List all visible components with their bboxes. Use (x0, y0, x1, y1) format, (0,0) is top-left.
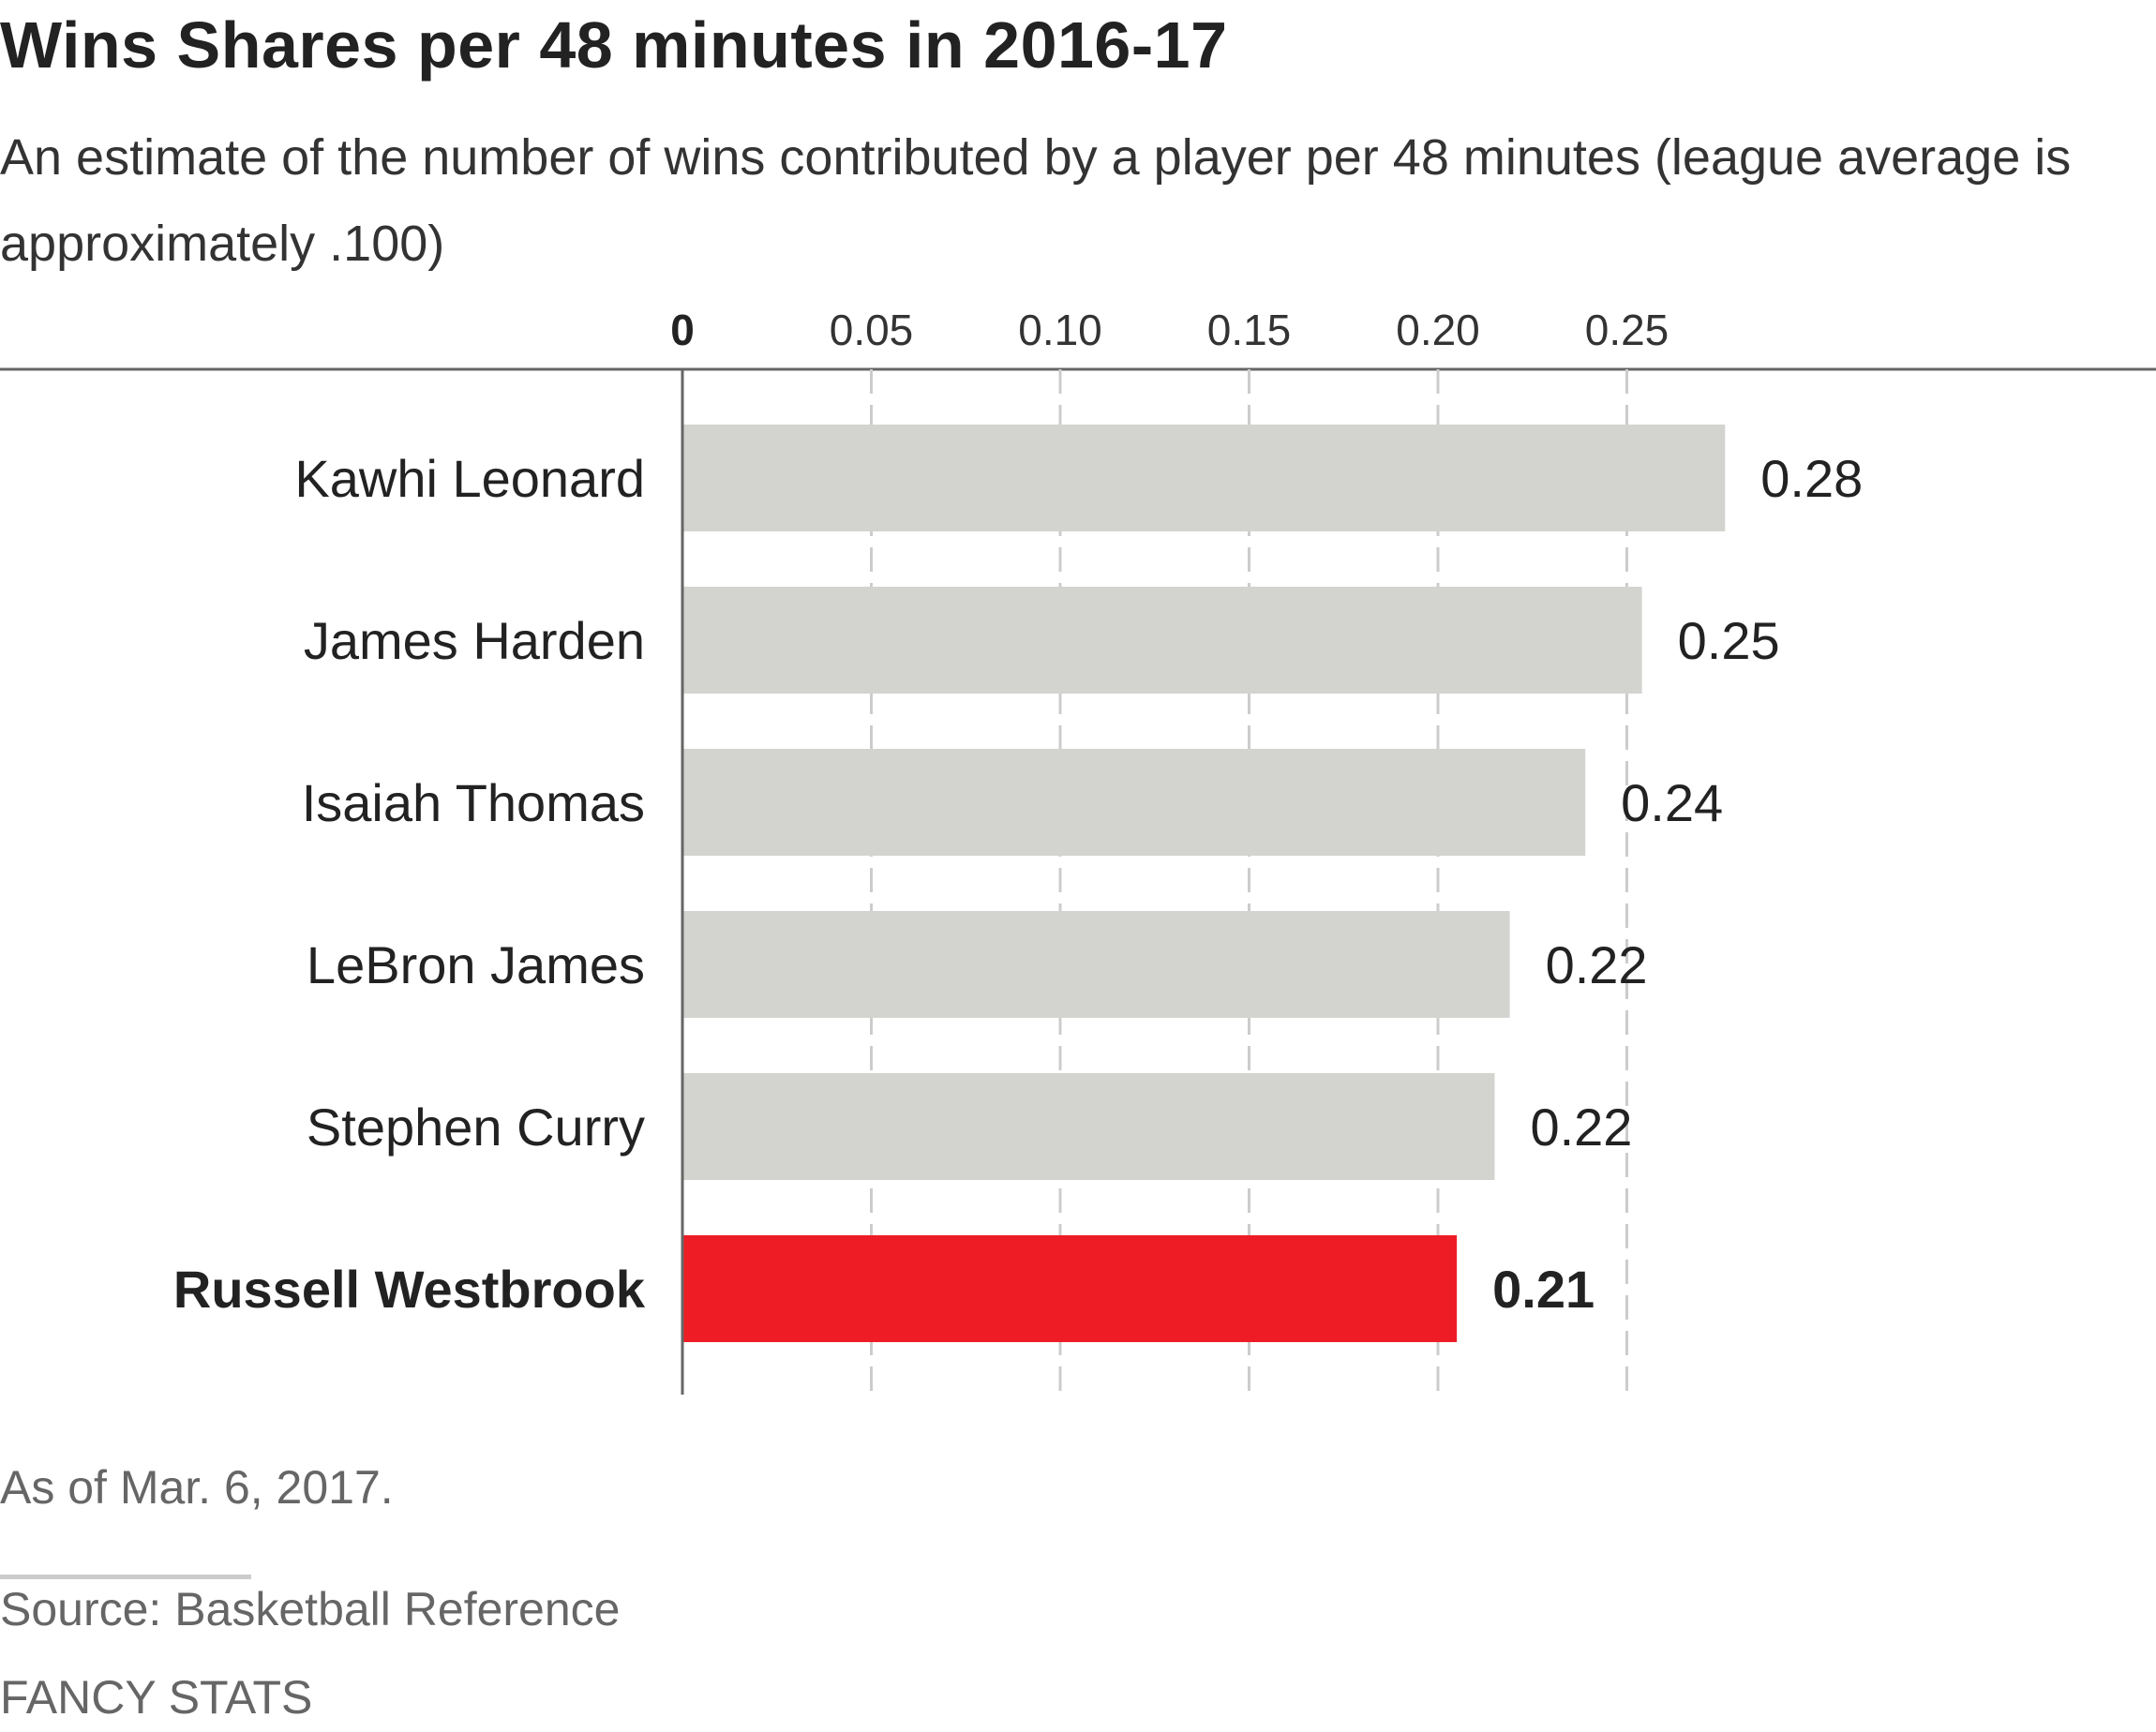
category-label: Russell Westbrook (173, 1260, 646, 1319)
bar (682, 1235, 1458, 1342)
bar (682, 749, 1586, 856)
x-tick-label: 0.10 (1018, 306, 1102, 354)
bar (682, 911, 1510, 1018)
bar (682, 425, 1726, 531)
x-tick-label: 0.20 (1396, 306, 1480, 354)
data-label: 0.25 (1678, 611, 1780, 670)
bar-chart: 0 0.05 0.10 0.15 0.20 0.25 Kawhi Leonard 0.28 Ja… (0, 306, 2156, 1395)
date-note: As of Mar. 6, 2017. (0, 1461, 394, 1514)
category-label: Kawhi Leonard (294, 449, 645, 508)
x-tick-label: 0.05 (830, 306, 914, 354)
data-label: 0.22 (1530, 1097, 1632, 1157)
section-label: FANCY STATS (0, 1671, 313, 1724)
x-tick-label: 0.25 (1585, 306, 1669, 354)
category-label: LeBron James (307, 935, 645, 994)
footer-divider (0, 1575, 251, 1579)
source-credit: Source: Basketball Reference (0, 1583, 621, 1635)
data-label: 0.24 (1621, 773, 1723, 832)
bar (682, 587, 1642, 694)
x-tick-label: 0.15 (1207, 306, 1292, 354)
data-label: 0.28 (1760, 449, 1863, 508)
chart-subtitle: An estimate of the number of wins contri… (0, 129, 2072, 272)
chart-title: Wins Shares per 48 minutes in 2016-17 (0, 8, 1228, 82)
category-label: James Harden (304, 611, 645, 670)
x-tick-label: 0 (670, 306, 695, 354)
bar (682, 1073, 1495, 1180)
category-label: Stephen Curry (307, 1097, 645, 1157)
category-label: Isaiah Thomas (302, 773, 645, 832)
data-label: 0.21 (1492, 1260, 1595, 1319)
data-label: 0.22 (1546, 935, 1648, 994)
